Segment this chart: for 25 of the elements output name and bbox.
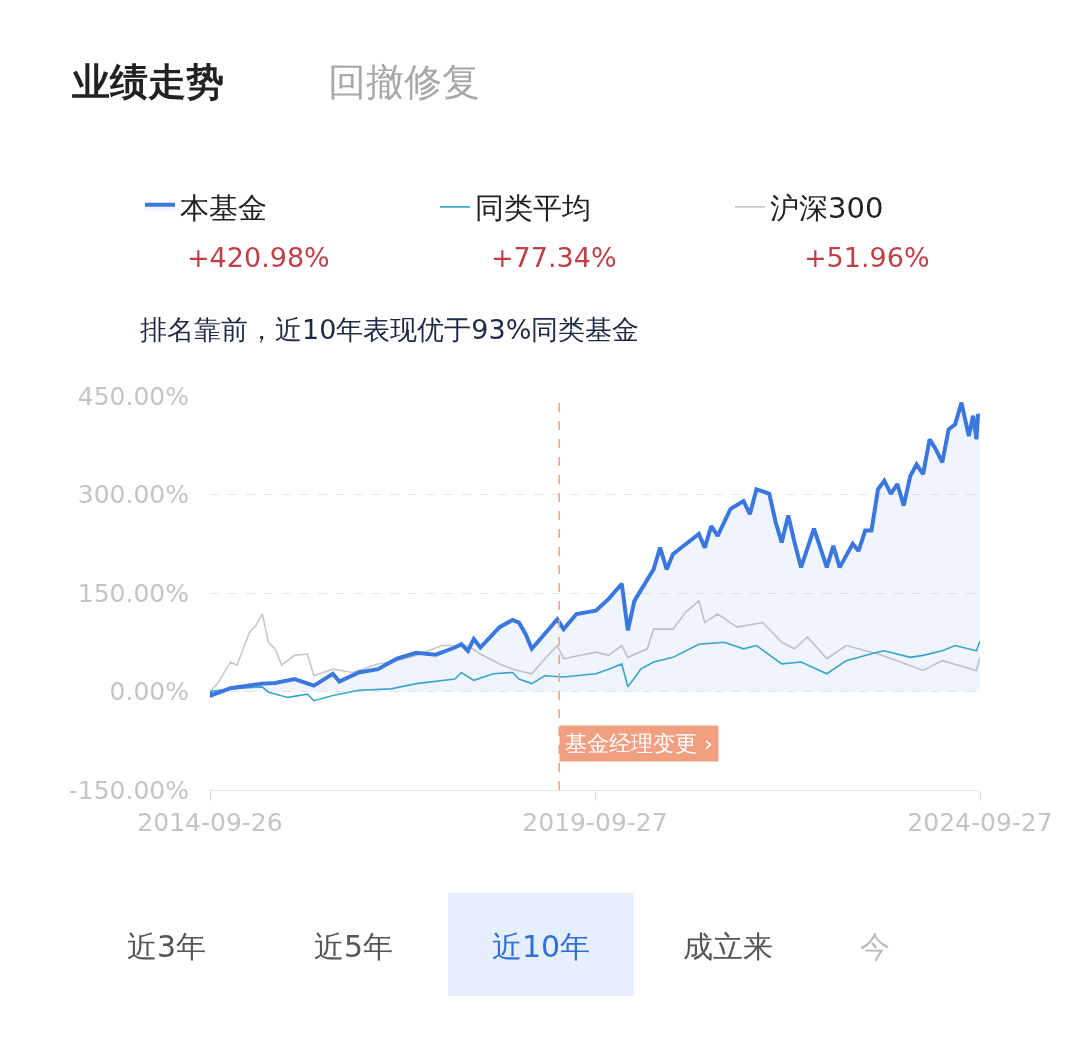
x-tick-label: 2024-09-27 (907, 808, 1053, 837)
text: +420.98% (187, 242, 330, 273)
legend-label: 本基金 (180, 191, 267, 226)
text: 今 (860, 929, 890, 964)
y-tick-label: 300.00% (77, 480, 189, 510)
text: 近10年 (492, 929, 591, 964)
line-series (210, 640, 980, 702)
y-tick-label: -150.00% (68, 775, 189, 805)
line-series (210, 600, 980, 693)
legend-label: 同类平均 (475, 191, 591, 226)
y-tick-label: 150.00% (77, 578, 189, 608)
x-tick-label: 2019-09-27 (522, 808, 668, 837)
text: 排名靠前，近10年表现优于93%同类基金 (140, 314, 640, 345)
legend-label: 沪深300 (770, 191, 884, 226)
ref-line-label: 基金经理变更 › (565, 731, 713, 756)
text: 近5年 (314, 929, 394, 964)
text: 业绩走势 (72, 60, 224, 104)
text: +51.96% (804, 242, 930, 273)
text: 回撤修复 (328, 60, 480, 104)
y-tick-label: 0.00% (109, 677, 189, 707)
y-tick-label: 450.00% (77, 381, 189, 411)
x-tick-label: 2014-09-26 (137, 808, 283, 837)
text: 近3年 (127, 929, 207, 964)
text: +77.34% (491, 242, 617, 273)
text: 成立来 (683, 929, 773, 964)
